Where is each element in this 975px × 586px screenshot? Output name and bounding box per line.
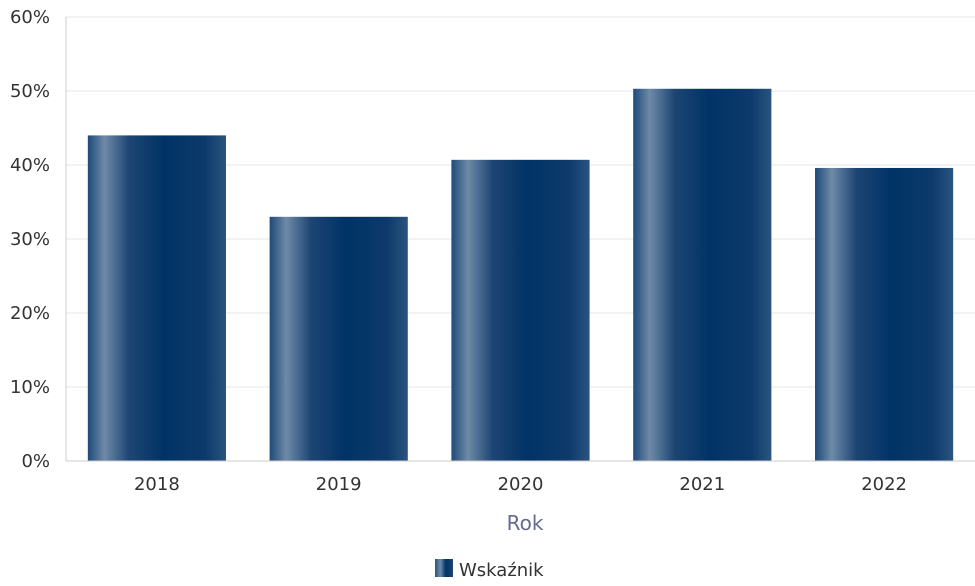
y-tick-label: 40% <box>10 155 50 176</box>
y-tick-label: 0% <box>21 451 50 472</box>
bars <box>87 88 954 461</box>
y-tick-label: 60% <box>10 7 50 28</box>
x-tick-label: 2020 <box>498 474 544 495</box>
y-tick-label: 30% <box>10 229 50 250</box>
bar-2021[interactable] <box>633 88 772 461</box>
y-tick-label: 10% <box>10 377 50 398</box>
x-tick-label: 2022 <box>861 474 907 495</box>
legend-label: Wskaźnik <box>459 560 544 581</box>
x-axis-title: Rok <box>507 511 544 535</box>
bar-2020[interactable] <box>451 159 590 461</box>
x-tick-label: 2018 <box>134 474 180 495</box>
bar-2018[interactable] <box>87 135 226 461</box>
legend-swatch <box>435 559 453 577</box>
x-tick-label: 2019 <box>316 474 362 495</box>
bar-2022[interactable] <box>815 167 954 461</box>
legend[interactable]: Wskaźnik <box>435 559 544 581</box>
y-tick-label: 50% <box>10 81 50 102</box>
y-tick-labels: 0% 10% 20% 30% 40% 50% 60% <box>10 7 50 472</box>
x-tick-label: 2021 <box>679 474 725 495</box>
bar-2019[interactable] <box>269 216 408 461</box>
x-tick-labels: 2018 2019 2020 2021 2022 <box>134 474 907 495</box>
y-tick-label: 20% <box>10 303 50 324</box>
axes <box>65 17 975 462</box>
